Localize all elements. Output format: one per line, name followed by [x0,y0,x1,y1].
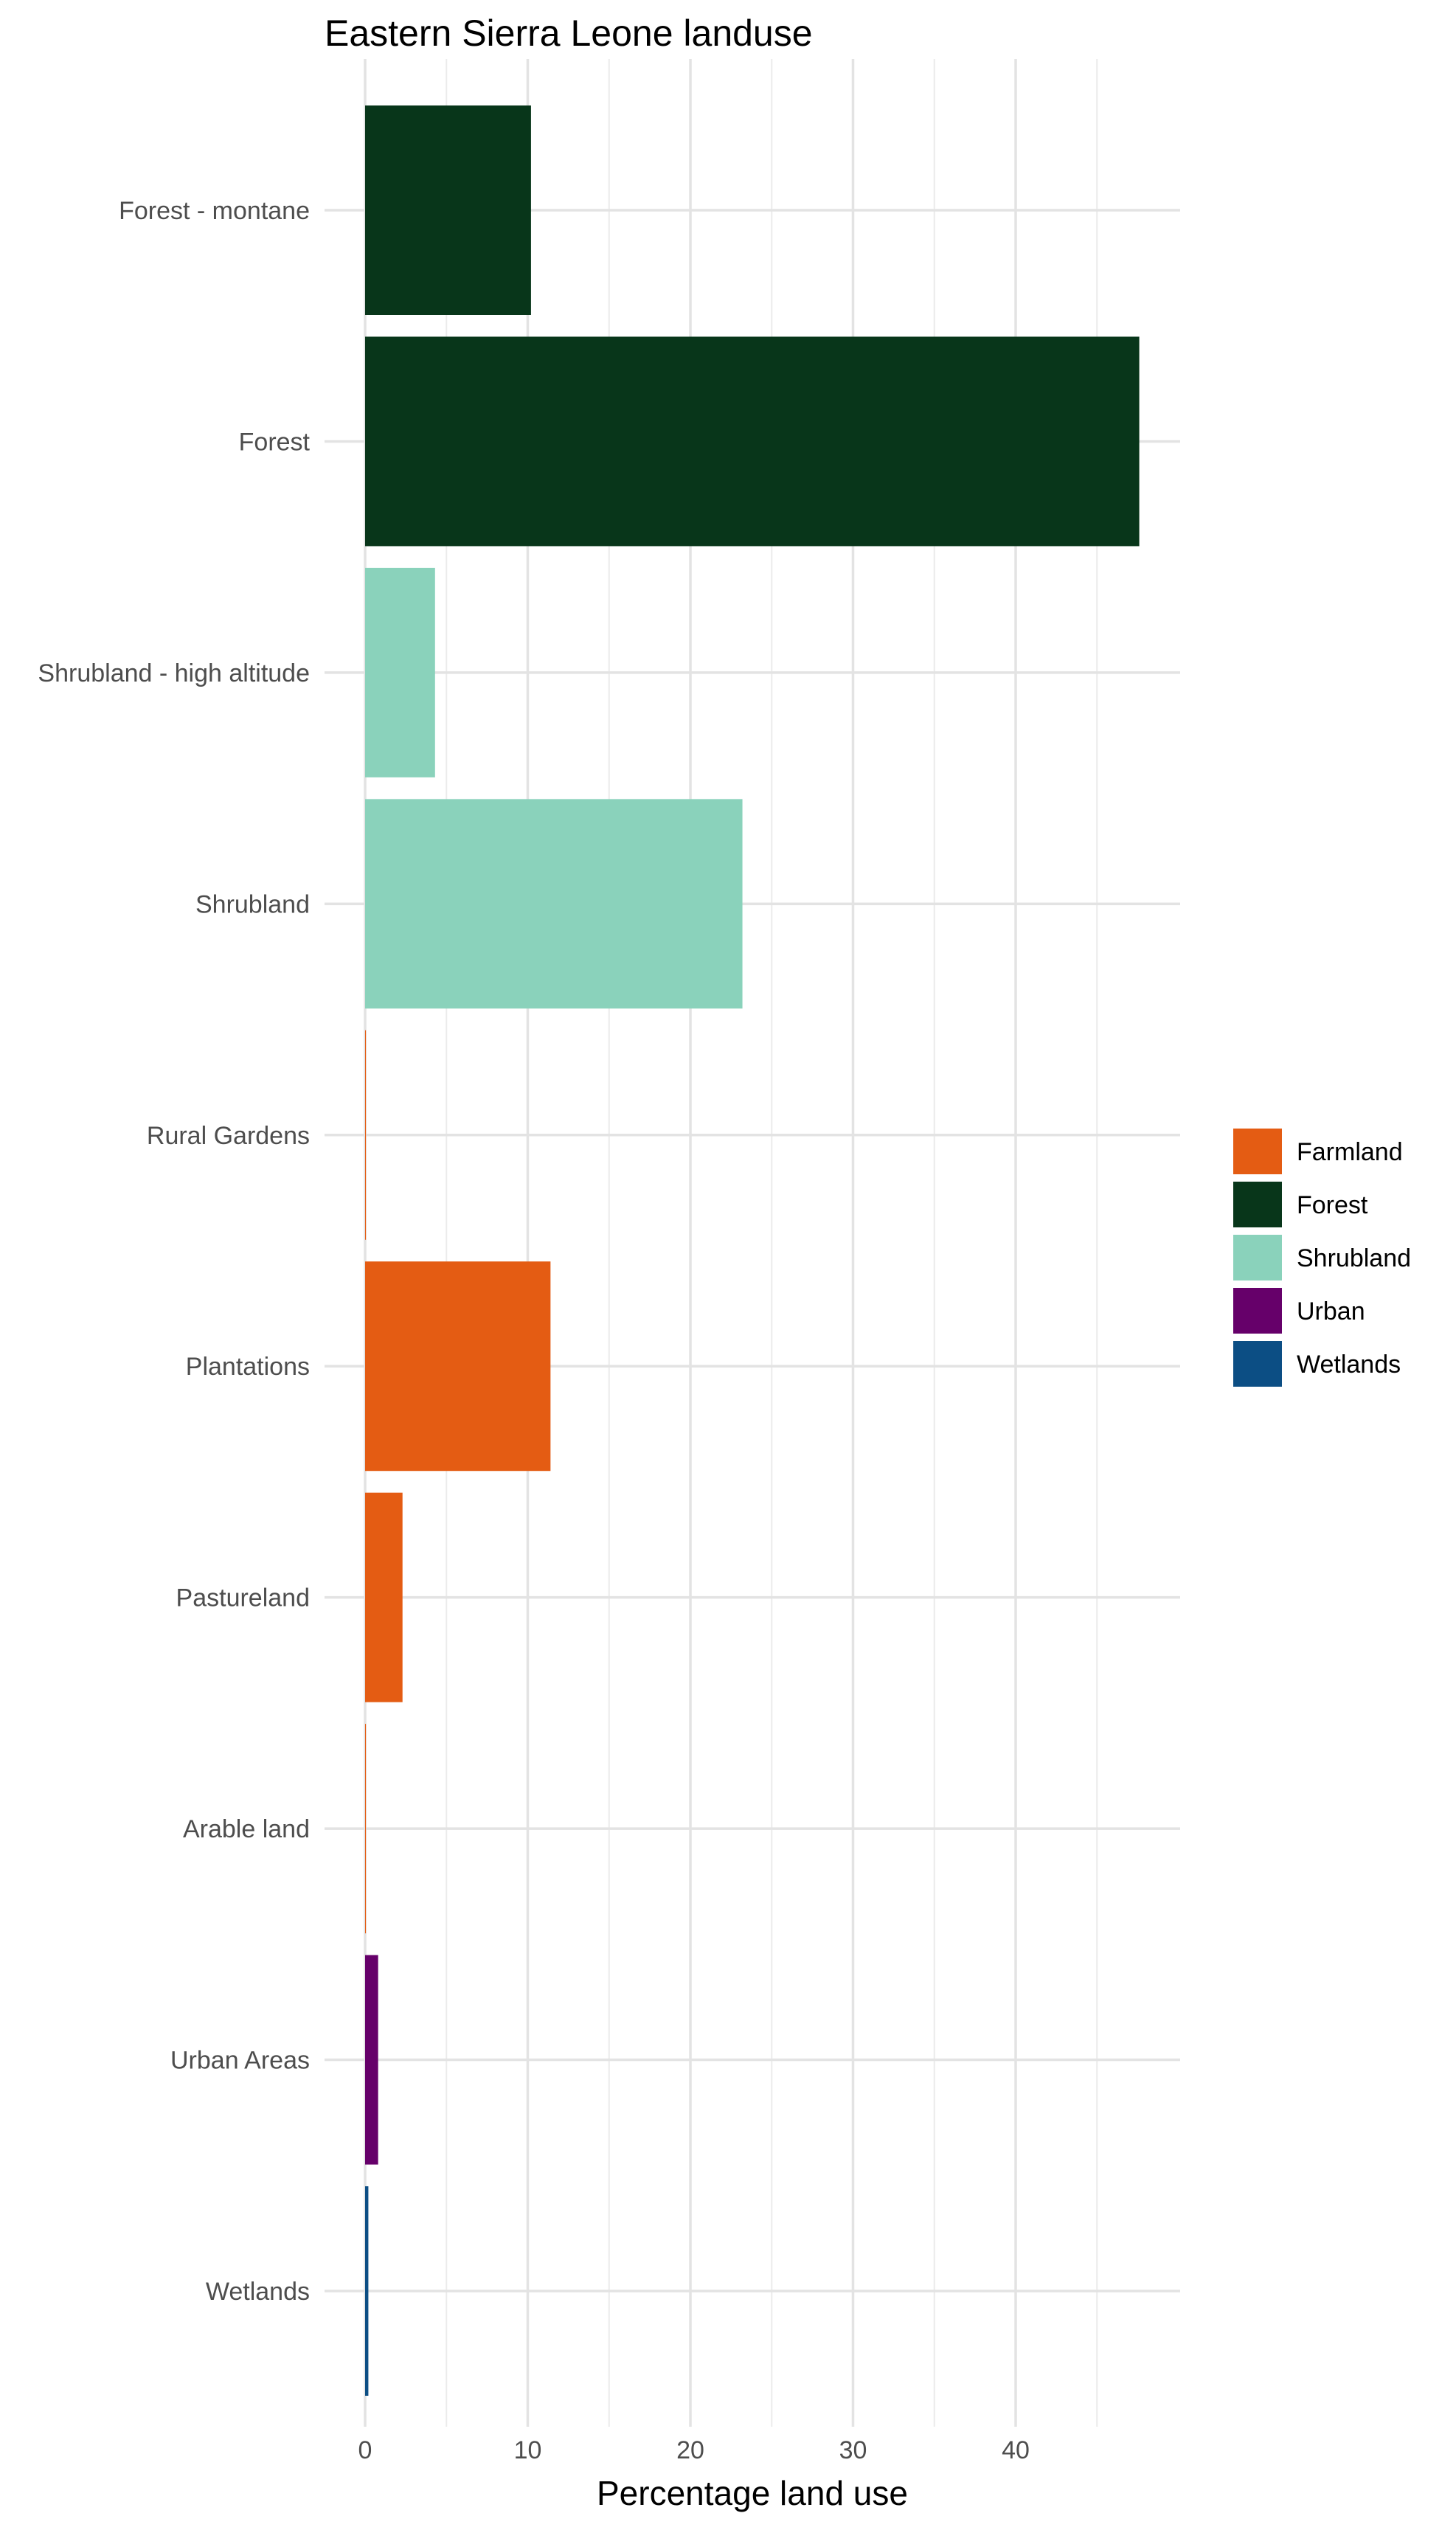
x-axis-tick-labels: 0 10 20 30 40 [358,2436,1030,2464]
bar [365,1030,367,1240]
legend-key [1233,1182,1282,1227]
x-tick-label: 30 [839,2436,867,2464]
bar [365,1261,551,1472]
y-tick-label: Shrubland [195,890,310,918]
bar [365,105,531,315]
x-tick-label: 0 [358,2436,372,2464]
bar [365,567,435,777]
bar [365,1492,403,1702]
y-tick-label: Plantations [186,1353,310,1381]
legend-label: Shrubland [1297,1244,1411,1272]
y-tick-label: Forest - montane [119,197,310,225]
legend-key [1233,1341,1282,1387]
legend-label: Urban [1297,1297,1365,1325]
bar [365,799,743,1009]
legend-key [1233,1235,1282,1280]
y-tick-label: Arable land [183,1815,310,1843]
legend-label: Wetlands [1297,1351,1401,1379]
legend-label: Farmland [1297,1138,1403,1166]
x-tick-label: 20 [676,2436,704,2464]
bar [365,2186,369,2396]
bar [365,336,1140,547]
y-axis-labels: Forest - montane Forest Shrubland - high a… [38,197,310,2306]
x-axis-title: Percentage land use [597,2474,908,2512]
legend-key [1233,1129,1282,1174]
y-tick-label: Shrubland - high altitude [38,659,310,687]
x-tick-label: 10 [514,2436,542,2464]
bars-layer [365,105,1140,2396]
legend: Farmland Forest Shrubland Urban Wetlands [1233,1129,1411,1387]
x-tick-label: 40 [1002,2436,1030,2464]
legend-label: Forest [1297,1191,1368,1219]
chart-title: Eastern Sierra Leone landuse [325,13,813,54]
y-tick-label: Forest [239,428,311,456]
bar [365,1955,378,2165]
y-tick-label: Rural Gardens [147,1122,310,1150]
y-tick-label: Urban Areas [170,2047,310,2075]
legend-key [1233,1288,1282,1334]
y-tick-label: Pastureland [176,1584,310,1612]
bar [365,1724,367,1934]
y-tick-label: Wetlands [206,2278,310,2306]
